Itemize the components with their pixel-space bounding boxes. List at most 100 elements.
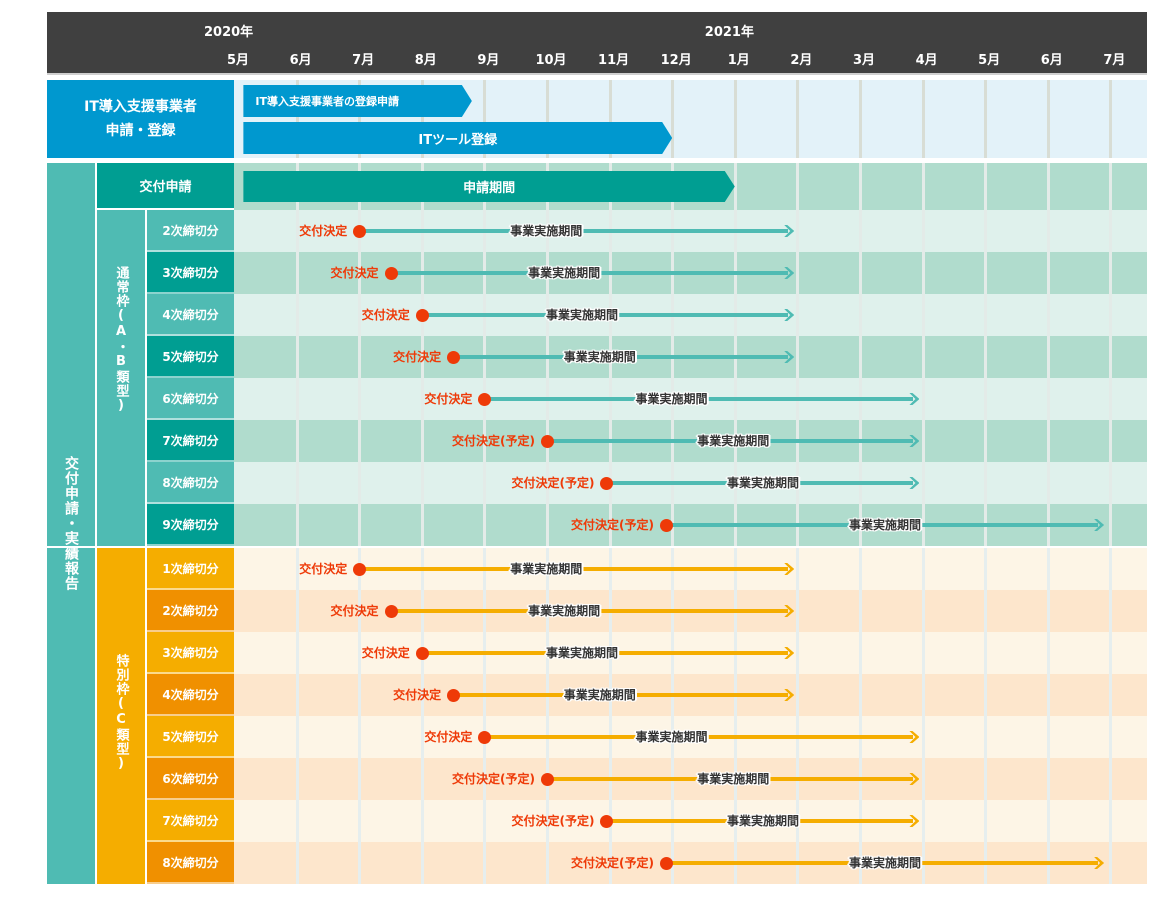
row-label: 9次締切分 [147,504,234,546]
decision-dot [353,563,367,576]
gridline [733,80,737,158]
month-label: 7月 [1103,53,1126,68]
decision-label: 交付決定(予定) [570,856,654,870]
row-label: 4次締切分 [147,294,234,336]
period-line [359,229,789,233]
decision-label: 交付決定(予定) [511,814,595,828]
decision-dot [384,605,398,618]
gridline [984,163,988,546]
decision-label: 交付決定 [299,224,348,238]
row-label: 2次締切分 [147,590,234,632]
group-column [97,210,145,546]
decision-dot [415,309,429,322]
gridline [358,548,362,884]
period-line [606,819,914,823]
decision-label: 交付決定 [393,350,442,364]
decision-label: 交付決定 [299,562,348,576]
period-label: 事業実施期間 [635,392,708,406]
gridline [796,163,800,546]
gridline [546,80,549,158]
period-line [484,397,914,401]
period-label: 事業実施期間 [726,814,799,828]
month-label: 2月 [790,53,813,68]
group-column [97,548,145,884]
period-line [390,271,789,275]
month-label: 6月 [1040,53,1063,68]
period-line [665,861,1099,865]
row-label: 1次締切分 [147,548,234,590]
decision-dot [659,857,673,870]
period-label: 事業実施期間 [849,518,922,532]
application-period-bar: 申請期間 [243,171,734,202]
period-line [421,313,789,317]
gridline [1046,548,1050,884]
period-line [359,567,789,571]
gridline [1109,163,1113,546]
period-label: 事業実施期間 [545,308,618,322]
gridline [546,548,549,884]
gridline [608,80,612,158]
row-label: 5次締切分 [147,716,234,758]
row-label: 7次締切分 [147,420,234,462]
row-label: 3次締切分 [147,252,234,294]
gridline [295,548,299,884]
it-section-label: IT導入支援事業者 申請・登録 [47,80,234,158]
grant-section-column [47,163,95,884]
gridline [796,80,800,158]
decision-label: 交付決定(予定) [511,476,595,490]
month-label: 10月 [535,53,567,68]
gridline [733,548,737,884]
period-line [665,523,1099,527]
row-label: 2次締切分 [147,210,234,252]
period-label: 事業実施期間 [563,350,636,364]
period-label: 事業実施期間 [510,562,583,576]
row-label: 4次締切分 [147,674,234,716]
gridline [420,163,424,546]
it-tool-registration-bar: ITツール登録 [243,122,672,154]
gridline [671,548,675,884]
row-label: 8次締切分 [147,842,234,884]
decision-dot [600,815,614,828]
gridline [733,163,737,546]
gridline [608,548,612,884]
period-label: 事業実施期間 [849,856,922,870]
gridline [483,80,487,158]
period-label: 事業実施期間 [563,688,636,702]
gridline [295,163,299,546]
period-line [421,651,789,655]
month-label: 5月 [978,53,1001,68]
gridline [984,548,988,884]
row-label: 3次締切分 [147,632,234,674]
group-label: 特別枠(C類型) [113,654,129,772]
row-label: 6次締切分 [147,378,234,420]
gridline [1046,163,1050,546]
decision-label: 交付決定 [424,730,473,744]
gridline [921,548,925,884]
year-label: 2021年 [704,25,754,40]
month-label: 9月 [477,53,500,68]
period-label: 事業実施期間 [528,604,601,618]
gridline [358,163,362,546]
row-label: 8次締切分 [147,462,234,504]
period-line [453,693,789,697]
gridline [671,163,675,546]
decision-label: 交付決定(予定) [570,518,654,532]
decision-label: 交付決定 [424,392,473,406]
period-label: 事業実施期間 [726,476,799,490]
gridline [608,163,612,546]
decision-dot [384,267,398,280]
gridline [921,163,925,546]
period-line [547,777,914,781]
decision-dot [353,225,367,238]
decision-label: 交付決定 [330,604,379,618]
it-section-label-line2: 申請・登録 [105,123,176,139]
decision-label: 交付決定(予定) [452,772,535,786]
decision-label: 交付決定 [361,308,410,322]
gridline [546,163,549,546]
it-registration-bar: IT導入支援事業者の登録申請 [243,85,471,117]
decision-dot [541,435,554,448]
period-label: 事業実施期間 [510,224,583,238]
gridline [295,80,299,158]
row-label: 7次締切分 [147,800,234,842]
month-label: 6月 [289,53,312,68]
